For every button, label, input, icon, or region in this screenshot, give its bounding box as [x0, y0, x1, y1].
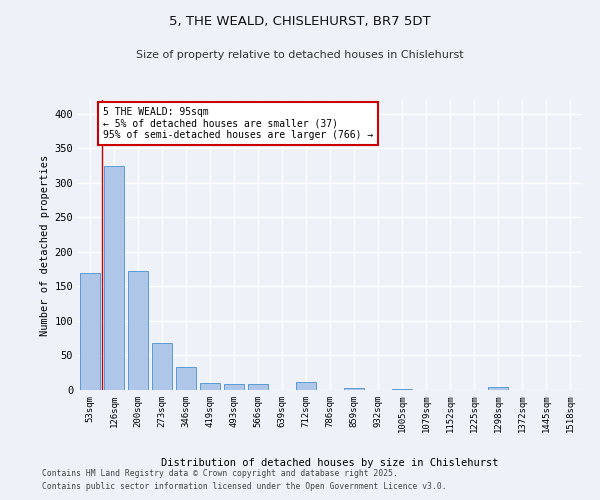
Bar	[104, 166, 124, 390]
Bar	[488, 387, 508, 390]
Bar	[176, 367, 196, 390]
Y-axis label: Number of detached properties: Number of detached properties	[40, 154, 50, 336]
Bar	[200, 383, 220, 390]
Text: Size of property relative to detached houses in Chislehurst: Size of property relative to detached ho…	[136, 50, 464, 60]
Bar	[152, 343, 172, 390]
Text: Contains HM Land Registry data © Crown copyright and database right 2025.: Contains HM Land Registry data © Crown c…	[42, 468, 398, 477]
Bar	[80, 272, 100, 390]
Bar	[248, 384, 268, 390]
Text: 5, THE WEALD, CHISLEHURST, BR7 5DT: 5, THE WEALD, CHISLEHURST, BR7 5DT	[169, 15, 431, 28]
Bar	[296, 382, 316, 390]
Bar	[128, 270, 148, 390]
Text: 5 THE WEALD: 95sqm
← 5% of detached houses are smaller (37)
95% of semi-detached: 5 THE WEALD: 95sqm ← 5% of detached hous…	[103, 107, 373, 140]
Bar	[224, 384, 244, 390]
Bar	[344, 388, 364, 390]
Text: Contains public sector information licensed under the Open Government Licence v3: Contains public sector information licen…	[42, 482, 446, 491]
Text: Distribution of detached houses by size in Chislehurst: Distribution of detached houses by size …	[161, 458, 499, 468]
